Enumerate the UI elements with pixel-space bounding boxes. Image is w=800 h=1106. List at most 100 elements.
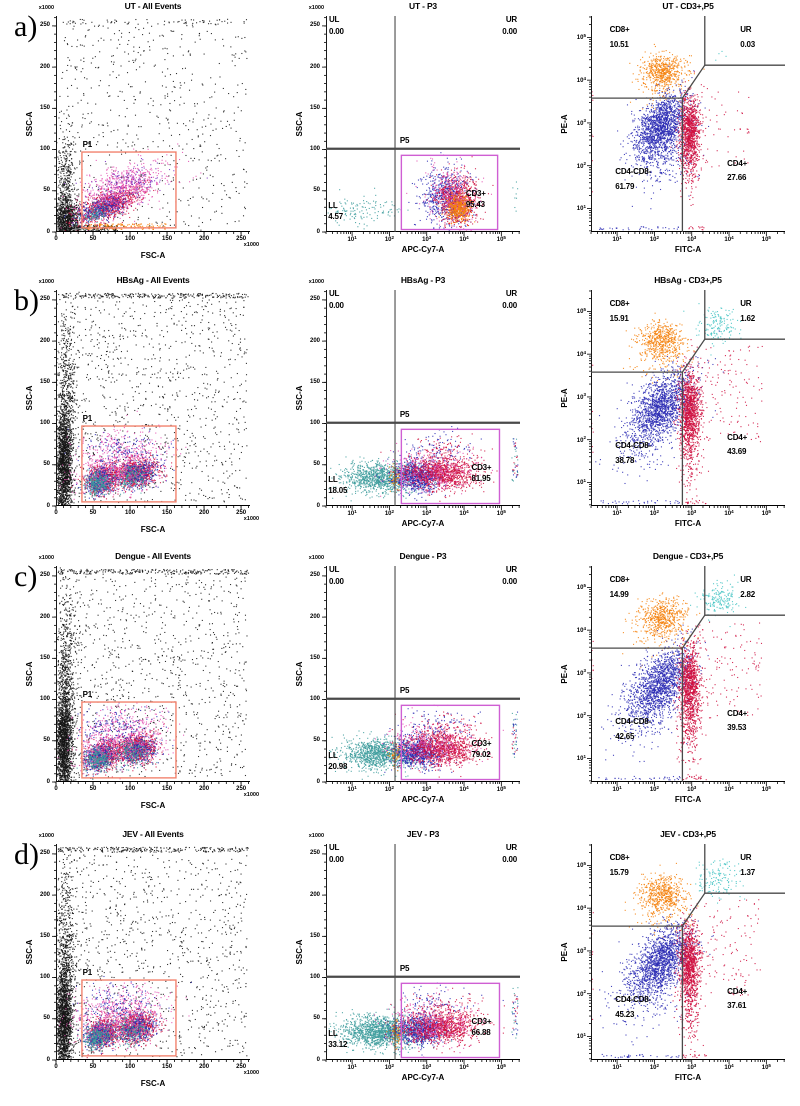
scatter-canvas [535, 0, 800, 272]
quadrant-label: P1 [82, 413, 93, 423]
figure-row-c: c) 050100150200250050100150200250Dengue … [0, 550, 800, 824]
quadrant-label: CD4+ [727, 708, 748, 718]
y-axis-mult-label: x1000 [38, 5, 54, 11]
y-tick-label: 250 [39, 22, 50, 29]
y-tick-label: 50 [43, 461, 50, 468]
x-tick-label: 103 [422, 784, 432, 793]
x-tick-label: 200 [199, 786, 210, 792]
quadrant-label: UL [328, 15, 340, 25]
y-tick-label: 200 [39, 891, 50, 898]
y-tick-label: 50 [43, 737, 50, 744]
x-axis-label: APC-Cy7-A [401, 795, 445, 804]
y-axis-label: SSC-A [25, 111, 34, 137]
y-tick-label: 101 [576, 753, 586, 763]
y-tick-label: 150 [309, 654, 320, 661]
quadrant-label: 27.66 [727, 173, 747, 183]
y-tick-label: 200 [309, 337, 320, 344]
quadrant-label: CD4-CD8- [615, 167, 651, 177]
y-axis-mult-label: x1000 [38, 555, 54, 561]
x-tick-label: 100 [125, 786, 136, 792]
x-tick-label: 102 [384, 784, 395, 793]
plot-title: HBsAg - P3 [400, 275, 446, 285]
panel-jev-cd3-p5: 101 102 103 104 105 101 102 103 104 105 JEV - CD3+… [535, 828, 800, 1100]
quadrant-label: 0.03 [740, 39, 755, 49]
y-axis-label: SSC-A [295, 661, 304, 687]
quadrant-label: UR [505, 565, 517, 575]
y-tick-label: 100 [309, 974, 320, 981]
panel-dengue-all-events: 0 50 100 150 200 250 0 50 100 150 200 250 Dengue - A… [0, 550, 265, 822]
y-axis-label: SSC-A [25, 661, 34, 687]
y-tick-label: 100 [39, 696, 50, 703]
x-tick-label: 101 [612, 784, 622, 793]
y-tick-label: 200 [309, 891, 320, 898]
x-tick-label: 100 [125, 1064, 136, 1070]
scatter-canvas [0, 274, 265, 546]
quadrant-label: UR [740, 853, 752, 863]
x-tick-label: 250 [236, 1064, 247, 1070]
y-tick-label: 100 [39, 146, 50, 153]
quadrant-label: 14.99 [609, 589, 629, 599]
panel-hbsag-p3: 101 102 103 104 105 0 50 100 150 200 250 HBsAg - P3… [270, 274, 535, 546]
y-tick-label: 0 [46, 228, 50, 235]
quadrant-label: 66.88 [471, 1028, 491, 1038]
y-tick-label: 100 [39, 974, 50, 981]
quadrant-label: LL [328, 200, 338, 210]
x-tick-label: 103 [687, 508, 697, 517]
x-axis-label: FITC-A [674, 1073, 702, 1082]
x-axis-mult-label: x1000 [243, 242, 259, 248]
quadrant-label: UL [328, 289, 340, 299]
y-tick-label: 105 [576, 306, 586, 316]
quadrant-label: 4.57 [328, 212, 344, 222]
quadrant-label: CD8+ [609, 853, 630, 863]
x-tick-label: 102 [384, 1062, 395, 1071]
quadrant-label: 0.00 [328, 576, 344, 586]
y-axis-mult-label: x1000 [308, 833, 324, 839]
x-tick-label: 105 [761, 234, 771, 243]
quadrant-label: 0.00 [502, 26, 517, 36]
x-tick-label: 50 [89, 236, 97, 242]
y-tick-label: 101 [576, 477, 586, 487]
x-tick-label: 100 [125, 510, 136, 516]
quadrant-label: UR [740, 575, 752, 585]
y-tick-label: 150 [39, 104, 50, 111]
x-tick-label: 250 [236, 236, 247, 242]
x-axis-label: APC-Cy7-A [401, 1073, 445, 1082]
x-tick-label: 102 [649, 508, 660, 517]
quadrant-label: 42.65 [615, 731, 635, 741]
panel-jev-all-events: 0 50 100 150 200 250 0 50 100 150 200 250 JEV - All … [0, 828, 265, 1100]
y-tick-label: 50 [313, 1015, 320, 1022]
x-tick-label: 101 [347, 234, 357, 243]
plot-title: HBsAg - All Events [116, 275, 190, 285]
plot-title: Dengue - CD3+,P5 [652, 551, 724, 561]
x-tick-label: 250 [236, 786, 247, 792]
y-tick-label: 250 [39, 850, 50, 857]
y-axis-label: PE-A [560, 942, 569, 962]
x-tick-label: 104 [459, 234, 469, 243]
plot-title: Dengue - All Events [115, 551, 191, 561]
quadrant-label: CD3+ [465, 188, 486, 198]
plot-title: JEV - All Events [122, 829, 184, 839]
y-axis-label: SSC-A [25, 939, 34, 965]
quadrant-label: UL [328, 565, 340, 575]
quadrant-label: 37.61 [727, 1001, 747, 1011]
y-tick-label: 250 [39, 572, 50, 579]
quadrant-label: 61.79 [615, 181, 635, 191]
quadrant-label: 33.12 [328, 1040, 348, 1050]
y-tick-label: 0 [46, 778, 50, 785]
x-axis-mult-label: x1000 [243, 792, 259, 798]
y-tick-label: 104 [576, 625, 586, 635]
y-tick-label: 101 [576, 203, 586, 213]
y-tick-label: 103 [576, 392, 586, 401]
y-axis-label: SSC-A [25, 385, 34, 411]
quadrant-label: CD3+ [471, 1016, 492, 1026]
y-tick-label: 105 [576, 860, 586, 870]
y-tick-label: 104 [576, 349, 586, 359]
panel-dengue-cd3-p5: 101 102 103 104 105 101 102 103 104 105 Dengue - C… [535, 550, 800, 822]
y-tick-label: 200 [309, 63, 320, 70]
quadrant-label: UR [740, 299, 752, 309]
x-axis-mult-label: x1000 [243, 516, 259, 522]
y-axis-label: PE-A [560, 114, 569, 134]
x-tick-label: 102 [384, 508, 395, 517]
